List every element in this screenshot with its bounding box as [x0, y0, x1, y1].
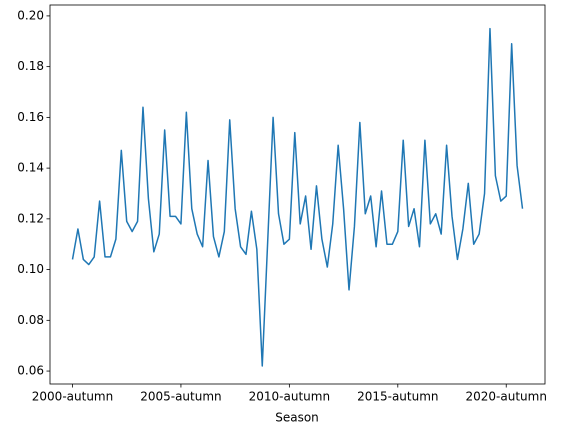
x-tick-label: 2010-autumn	[249, 390, 330, 404]
y-tick-label: 0.06	[17, 364, 44, 378]
x-tick-label: 2020-autumn	[466, 390, 547, 404]
axes-frame	[49, 4, 546, 385]
y-tick-label: 0.12	[17, 211, 44, 225]
x-tick-label: 2000-autumn	[32, 390, 113, 404]
x-axis-label: Season	[275, 411, 319, 425]
y-tick-label: 0.20	[17, 8, 44, 22]
x-tick-label: 2005-autumn	[140, 390, 221, 404]
x-tick-label: 2015-autumn	[357, 390, 438, 404]
y-tick-label: 0.14	[17, 161, 44, 175]
y-tick-label: 0.16	[17, 110, 44, 124]
line-series	[71, 27, 524, 367]
y-tick-label: 0.10	[17, 262, 44, 276]
y-tick-label: 0.18	[17, 59, 44, 73]
y-tick-label: 0.08	[17, 313, 44, 327]
